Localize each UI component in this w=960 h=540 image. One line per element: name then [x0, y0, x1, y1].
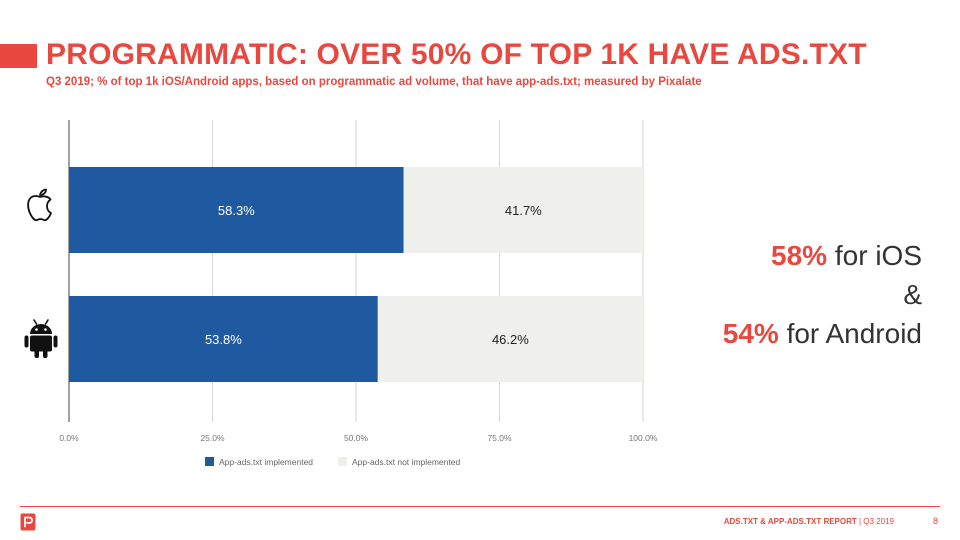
summary-callout: 58% for iOS & 54% for Android [723, 236, 922, 353]
title-accent-bar [0, 44, 37, 68]
data-label: 46.2% [492, 332, 529, 347]
x-tick-label: 50.0% [344, 433, 369, 443]
apple-icon [27, 188, 52, 222]
pixalate-logo-icon [20, 513, 36, 531]
data-label: 58.3% [218, 203, 255, 218]
x-tick-label: 75.0% [487, 433, 512, 443]
x-tick-label: 25.0% [200, 433, 225, 443]
bar-segment [403, 167, 643, 253]
x-tick-label: 100.0% [629, 433, 658, 443]
callout-android-text: for Android [778, 318, 922, 349]
legend-label: App-ads.txt not implemented [352, 457, 460, 467]
x-tick-label: 0.0% [59, 433, 79, 443]
page-subtitle: Q3 2019; % of top 1k iOS/Android apps, b… [46, 76, 702, 88]
footer-divider [20, 506, 940, 507]
page-title: PROGRAMMATIC: OVER 50% OF TOP 1K HAVE AD… [46, 38, 867, 71]
callout-ios-line: 58% for iOS [723, 236, 922, 275]
android-icon [24, 319, 58, 358]
data-label: 41.7% [505, 203, 542, 218]
callout-ios-text: for iOS [827, 240, 922, 271]
legend-label: App-ads.txt implemented [219, 457, 313, 467]
callout-ampersand: & [903, 279, 922, 310]
bar-chart: 58.3% 41.7% 53.8% 46.2% 0.0% 25.0% 50.0% 75.0%… [24, 120, 658, 467]
callout-android-line: 54% for Android [723, 314, 922, 353]
bar-segment [69, 167, 404, 253]
footer-report-title: ADS.TXT & APP-ADS.TXT REPORT [723, 517, 857, 526]
legend-swatch [205, 457, 214, 466]
callout-ios-value: 58% [771, 240, 828, 271]
bar-segment [377, 296, 643, 382]
data-label: 53.8% [205, 332, 242, 347]
callout-android-value: 54% [722, 318, 779, 349]
footer-period: | Q3 2019 [856, 517, 894, 526]
page-number: 8 [932, 516, 938, 526]
footer-report-label: ADS.TXT & APP-ADS.TXT REPORT | Q3 2019 [724, 517, 894, 526]
bar-segment [69, 296, 378, 382]
legend-swatch [338, 457, 347, 466]
